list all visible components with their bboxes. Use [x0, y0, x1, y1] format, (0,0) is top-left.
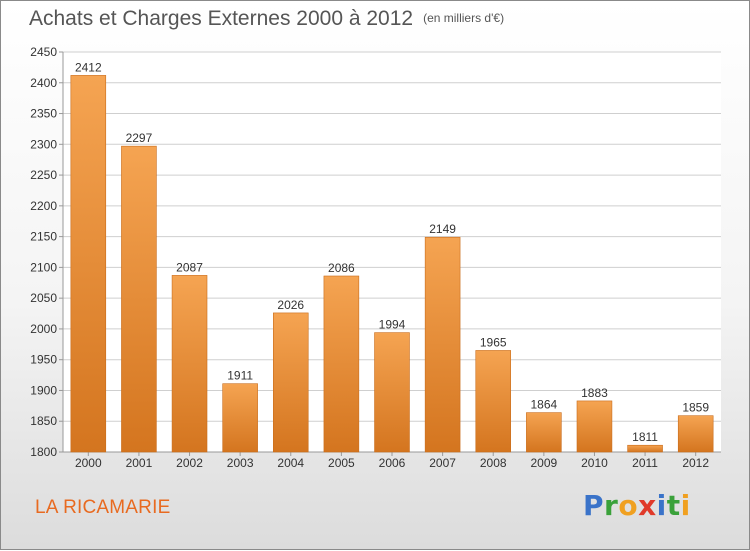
logo-letter: x	[638, 489, 657, 522]
x-tick-label-2004: 2004	[277, 456, 304, 470]
logo-letter: i	[680, 489, 691, 522]
y-tick-label: 2350	[30, 107, 57, 121]
bar-2004	[273, 312, 309, 453]
bar-2006	[374, 332, 410, 453]
bar-2009	[526, 412, 562, 453]
x-tick-label-2000: 2000	[75, 456, 102, 470]
y-tick-label: 2200	[30, 199, 57, 213]
y-tick-label: 2050	[30, 291, 57, 305]
logo-letter: r	[604, 489, 619, 522]
y-tick-label: 2250	[30, 168, 57, 182]
x-tick-label-2003: 2003	[227, 456, 254, 470]
bar-2012	[677, 415, 714, 453]
y-tick-label: 1950	[30, 353, 57, 367]
x-tick-label-2001: 2001	[126, 456, 153, 470]
y-tick-label: 1900	[30, 383, 57, 397]
chart-title: Achats et Charges Externes 2000 à 2012 (e…	[29, 7, 504, 31]
logo-letter: o	[618, 489, 639, 522]
proxiti-logo: Proxiti	[583, 489, 691, 522]
bar-2010	[576, 400, 613, 453]
x-tick-label-2010: 2010	[581, 456, 608, 470]
bar-2008	[475, 350, 511, 453]
y-tick-label: 1800	[30, 445, 57, 459]
y-tick-label: 1850	[30, 414, 57, 428]
x-tick-label-2008: 2008	[480, 456, 507, 470]
data-label-2002: 2087	[176, 260, 203, 274]
x-tick-label-2009: 2009	[530, 456, 557, 470]
commune-name: LA RICAMARIE	[35, 497, 171, 518]
data-label-2007: 2149	[429, 222, 456, 236]
logo-letter: P	[583, 489, 605, 522]
data-label-2000: 2412	[75, 60, 102, 74]
x-tick-label-2002: 2002	[176, 456, 203, 470]
bar-2002	[171, 275, 208, 453]
data-label-2006: 1994	[379, 318, 406, 332]
bar-2005	[323, 275, 360, 453]
bar-2011	[627, 444, 663, 453]
y-tick-label: 2300	[30, 137, 57, 151]
x-tick-label-2012: 2012	[682, 456, 709, 470]
y-tick-label: 2450	[30, 45, 57, 59]
data-label-2012: 1859	[682, 401, 709, 415]
x-tick-label-2006: 2006	[379, 456, 406, 470]
bar-2000	[70, 75, 107, 453]
y-tick-label: 2100	[30, 260, 57, 274]
y-tick-label: 2000	[30, 322, 57, 336]
data-label-2005: 2086	[328, 261, 355, 275]
data-label-2004: 2026	[277, 298, 304, 312]
data-label-2001: 2297	[126, 131, 153, 145]
x-tick-label-2005: 2005	[328, 456, 355, 470]
bar-2003	[222, 383, 258, 453]
x-tick-label-2007: 2007	[429, 456, 456, 470]
x-tick-label-2011: 2011	[632, 456, 658, 470]
bar-2001	[121, 145, 157, 453]
data-label-2009: 1864	[530, 398, 557, 412]
logo-letter: t	[666, 489, 681, 522]
y-tick-label: 2150	[30, 230, 57, 244]
chart-unit: (en milliers d'€)	[423, 11, 505, 25]
data-label-2008: 1965	[480, 335, 507, 349]
bar-2007	[424, 236, 461, 453]
chart-title-text: Achats et Charges Externes 2000 à 2012	[29, 7, 414, 30]
data-label-2010: 1883	[581, 386, 608, 400]
data-label-2011: 1811	[632, 430, 658, 444]
logo-letter: i	[656, 489, 667, 522]
data-label-2003: 1911	[227, 369, 253, 383]
y-tick-label: 2400	[30, 76, 57, 90]
